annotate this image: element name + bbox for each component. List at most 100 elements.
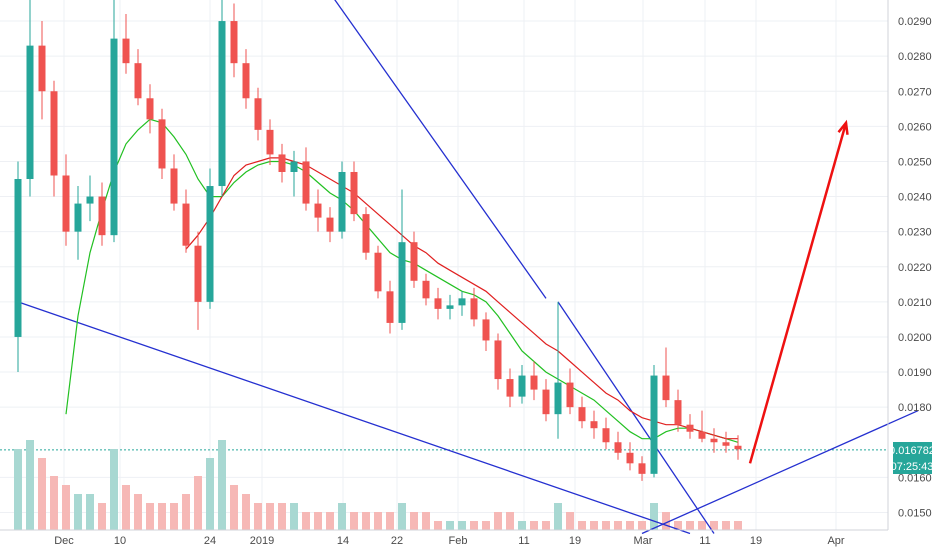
- candles: [14, 0, 742, 481]
- trendline[interactable]: [557, 301, 715, 534]
- price-tick-label: 0.024000: [898, 192, 932, 204]
- time-tick-label: Mar: [634, 535, 653, 547]
- trendline[interactable]: [17, 301, 691, 535]
- time-tick-label: 2019: [250, 535, 274, 547]
- volume-bar: [350, 512, 358, 530]
- volume-bar: [266, 503, 274, 530]
- volume-bars: [14, 440, 742, 530]
- volume-bar: [470, 521, 478, 530]
- time-tick-label: 11: [699, 535, 710, 547]
- price-tick-label: 0.025000: [898, 156, 932, 168]
- volume-bar: [146, 503, 154, 530]
- volume-bar: [518, 521, 526, 530]
- candle-body: [134, 63, 142, 99]
- candle-body: [434, 298, 442, 309]
- projection-arrow-head[interactable]: [837, 119, 849, 135]
- volume-bar: [134, 494, 142, 530]
- time-tick-label: 19: [750, 535, 762, 547]
- price-tick-label: 0.020000: [898, 332, 932, 344]
- last-price-badges: 0.016782 07:25:43: [889, 442, 932, 474]
- volume-bar: [242, 494, 250, 530]
- volume-bar: [686, 521, 694, 530]
- volume-bar: [506, 512, 514, 530]
- volume-bar: [290, 503, 298, 530]
- price-tick-label: 0.018000: [898, 402, 932, 414]
- candle-body: [218, 21, 226, 187]
- volume-bar: [554, 503, 562, 530]
- volume-bar: [86, 494, 94, 530]
- volume-bar: [158, 503, 166, 530]
- volume-bar: [170, 503, 178, 530]
- candle-body: [302, 161, 310, 204]
- candle-body: [290, 161, 298, 172]
- candle-body: [386, 291, 394, 323]
- volume-bar: [434, 521, 442, 530]
- volume-bar: [386, 512, 394, 530]
- candle-body: [254, 98, 262, 130]
- candle-body: [326, 217, 334, 232]
- volume-bar: [314, 512, 322, 530]
- candle-body: [518, 375, 526, 397]
- volume-bar: [62, 485, 70, 530]
- time-axis[interactable]: Dec 10 24 2019 14 22 Feb 11 19 Mar 11 19 Apr: [0, 529, 888, 547]
- candle-body: [662, 375, 670, 401]
- time-tick-label: Apr: [827, 535, 844, 547]
- volume-bar: [674, 521, 682, 530]
- candle-body: [530, 375, 538, 390]
- candle-body: [194, 245, 202, 302]
- candle-body: [410, 242, 418, 281]
- countdown-badge: [893, 458, 932, 474]
- volume-bar: [542, 521, 550, 530]
- candle-body: [494, 340, 502, 380]
- volume-bar: [230, 485, 238, 530]
- projection-arrow[interactable]: [748, 119, 849, 464]
- candle-body: [122, 38, 130, 64]
- volume-bar: [698, 521, 706, 530]
- candle-body: [266, 129, 274, 155]
- candle-body: [278, 154, 286, 172]
- candle-body: [350, 171, 358, 215]
- volume-bar: [734, 521, 742, 530]
- volume-bar: [662, 512, 670, 530]
- candle-body: [458, 298, 466, 306]
- candle-body: [650, 375, 658, 474]
- trendline[interactable]: [330, 0, 547, 299]
- price-axis[interactable]: 0.015000 0.016000 0.018000 0.019000 0.020000…: [887, 0, 932, 530]
- volume-bar: [278, 503, 286, 530]
- volume-bar: [650, 503, 658, 530]
- volume-bar: [578, 521, 586, 530]
- volume-bar: [182, 494, 190, 530]
- volume-bar: [722, 521, 730, 530]
- candle-body: [734, 445, 742, 450]
- candle-body: [590, 421, 598, 429]
- volume-bar: [50, 476, 58, 530]
- trendline[interactable]: [641, 410, 919, 535]
- candle-body: [182, 203, 190, 246]
- candle-body: [314, 203, 322, 218]
- time-tick-label: 11: [518, 535, 529, 547]
- time-tick-label: Dec: [54, 535, 74, 547]
- last-price-label: 0.016782: [889, 445, 932, 457]
- candle-body: [506, 379, 514, 397]
- volume-bar: [374, 512, 382, 530]
- volume-bar: [26, 440, 34, 530]
- candle-body: [26, 45, 34, 180]
- candle-body: [62, 175, 70, 232]
- candle-body: [674, 400, 682, 425]
- candle-body: [230, 21, 238, 64]
- projection-arrow-shaft[interactable]: [748, 122, 848, 464]
- volume-bar: [218, 440, 226, 530]
- time-tick-label: 10: [114, 535, 126, 547]
- candle-body: [362, 214, 370, 253]
- candle-body: [446, 305, 454, 309]
- price-tick-label: 0.022000: [898, 262, 932, 274]
- candle-body: [50, 91, 58, 176]
- trendlines[interactable]: [17, 0, 919, 535]
- price-tick-label: 0.021000: [898, 297, 932, 309]
- volume-bar: [14, 449, 22, 530]
- volume-bar: [338, 503, 346, 530]
- candle-body: [206, 186, 214, 302]
- price-tick-label: 0.019000: [898, 367, 932, 379]
